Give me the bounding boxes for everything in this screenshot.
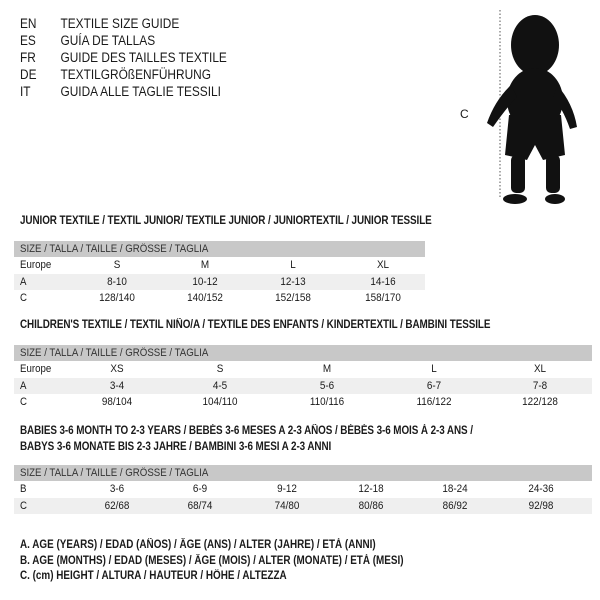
language-header: EN TEXTILE SIZE GUIDE ES GUÍA DE TALLAS FR…: [0, 15, 440, 105]
header-line: EN TEXTILE SIZE GUIDE: [20, 15, 179, 32]
table-cell: 8-10: [107, 275, 127, 288]
legend-c: C. (cm) HEIGHT / ALTURA / HAUTEUR / HÖHE…: [20, 570, 287, 582]
table-cell: S: [113, 259, 121, 271]
row-label: B: [20, 483, 27, 495]
table-cell: L: [290, 259, 296, 271]
table-cell: 7-8: [532, 379, 548, 392]
size-header-bar: SIZE / TALLA / TAILLE / GRÖSSE / TAGLIA: [14, 345, 592, 361]
table-row: Europe S M L XL: [14, 257, 425, 274]
measure-label: C: [460, 107, 469, 121]
table-cell: 158/170: [365, 292, 401, 304]
table-row: A 3-4 4-5 5-6 6-7 7-8: [14, 377, 592, 394]
table-cell: 6-9: [192, 483, 208, 495]
legend-a: A. AGE (YEARS) / EDAD (AÑOS) / ÂGE (ANS)…: [20, 539, 376, 551]
table-cell: 18-24: [442, 483, 468, 495]
table-cell: 128/140: [99, 292, 135, 304]
row-label: C: [20, 292, 27, 304]
row-label: Europe: [20, 259, 52, 271]
table-cell: 12-13: [280, 275, 306, 288]
row-label: A: [20, 379, 27, 392]
header-text: TEXTILGRÖßENFÜHRUNG: [60, 67, 211, 82]
table-cell: 3-6: [109, 483, 125, 495]
babies-size-table: SIZE / TALLA / TAILLE / GRÖSSE / TAGLIA B…: [14, 465, 592, 514]
child-silhouette-icon: [487, 10, 577, 204]
table-cell: 5-6: [319, 379, 335, 392]
row-label: C: [20, 499, 27, 512]
table-cell: L: [431, 363, 437, 375]
table-cell: 104/110: [202, 396, 238, 408]
row-label: Europe: [20, 363, 52, 375]
table-cell: 74/80: [274, 499, 300, 512]
header-line: IT GUIDA ALLE TAGLIE TESSILI: [20, 83, 221, 100]
header-text: GUIDA ALLE TAGLIE TESSILI: [60, 84, 221, 99]
header-text: GUIDE DES TAILLES TEXTILE: [60, 50, 227, 65]
table-cell: 4-5: [212, 379, 228, 392]
table-cell: 12-18: [358, 483, 384, 495]
size-header-bar: SIZE / TALLA / TAILLE / GRÖSSE / TAGLIA: [14, 241, 425, 257]
lang-code: DE: [20, 67, 37, 82]
table-cell: 92/98: [528, 499, 554, 512]
size-header-bar: SIZE / TALLA / TAILLE / GRÖSSE / TAGLIA: [14, 465, 592, 481]
header-text: GUÍA DE TALLAS: [60, 33, 156, 48]
table-row: C 128/140 140/152 152/158 158/170: [14, 290, 425, 307]
table-cell: 80/86: [358, 499, 384, 512]
child-silhouette-figure: C: [455, 5, 585, 215]
table-cell: 98/104: [101, 396, 133, 408]
table-cell: 62/68: [104, 499, 130, 512]
table-cell: 140/152: [187, 292, 223, 304]
table-cell: 110/116: [309, 396, 345, 408]
children-size-table: SIZE / TALLA / TAILLE / GRÖSSE / TAGLIA E…: [14, 345, 592, 411]
lang-code: EN: [20, 16, 37, 31]
table-cell: 152/158: [275, 292, 311, 304]
row-label: A: [20, 275, 27, 288]
table-row: B 3-6 6-9 9-12 12-18 18-24 24-36: [14, 481, 592, 498]
table-cell: M: [200, 259, 210, 271]
table-cell: 116/122: [416, 396, 452, 408]
table-cell: S: [216, 363, 224, 375]
table-cell: 6-7: [426, 379, 442, 392]
header-line: FR GUIDE DES TAILLES TEXTILE: [20, 49, 227, 66]
header-line: ES GUÍA DE TALLAS: [20, 32, 155, 49]
legend-b: B. AGE (MONTHS) / EDAD (MESES) / ÂGE (MO…: [20, 555, 404, 567]
table-cell: M: [322, 363, 332, 375]
table-cell: 10-12: [192, 275, 218, 288]
lang-code: IT: [20, 84, 31, 99]
table-cell: 122/128: [522, 396, 558, 408]
lang-code: FR: [20, 50, 36, 65]
table-row: C 98/104 104/110 110/116 116/122 122/128: [14, 394, 592, 411]
table-cell: XS: [110, 363, 124, 375]
row-label: C: [20, 396, 27, 408]
table-cell: 9-12: [277, 483, 297, 495]
table-row: A 8-10 10-12 12-13 14-16: [14, 273, 425, 290]
header-line: DE TEXTILGRÖßENFÜHRUNG: [20, 66, 211, 83]
header-text: TEXTILE SIZE GUIDE: [60, 16, 180, 31]
babies-table-title: BABIES 3-6 MONTH TO 2-3 YEARS / BEBÉS 3-…: [20, 425, 473, 437]
size-header-label: SIZE / TALLA / TAILLE / GRÖSSE / TAGLIA: [20, 347, 209, 359]
table-cell: 3-4: [109, 379, 125, 392]
size-header-label: SIZE / TALLA / TAILLE / GRÖSSE / TAGLIA: [20, 243, 209, 255]
junior-size-table: SIZE / TALLA / TAILLE / GRÖSSE / TAGLIA E…: [14, 241, 425, 307]
table-cell: XL: [376, 259, 390, 271]
size-header-label: SIZE / TALLA / TAILLE / GRÖSSE / TAGLIA: [20, 467, 209, 479]
table-cell: 24-36: [528, 483, 554, 495]
table-row: Europe XS S M L XL: [14, 361, 592, 378]
table-row: C 62/68 68/74 74/80 80/86 86/92 92/98: [14, 497, 592, 514]
table-cell: XL: [533, 363, 547, 375]
table-cell: 14-16: [370, 275, 396, 288]
babies-table-title-2: BABYS 3-6 MONATE BIS 2-3 JAHRE / BAMBINI…: [20, 441, 332, 453]
table-cell: 86/92: [442, 499, 468, 512]
children-table-title: CHILDREN'S TEXTILE / TEXTIL NIÑO/A / TEX…: [20, 319, 491, 331]
table-cell: 68/74: [187, 499, 213, 512]
junior-table-title: JUNIOR TEXTILE / TEXTIL JUNIOR/ TEXTILE …: [20, 215, 432, 227]
lang-code: ES: [20, 33, 36, 48]
